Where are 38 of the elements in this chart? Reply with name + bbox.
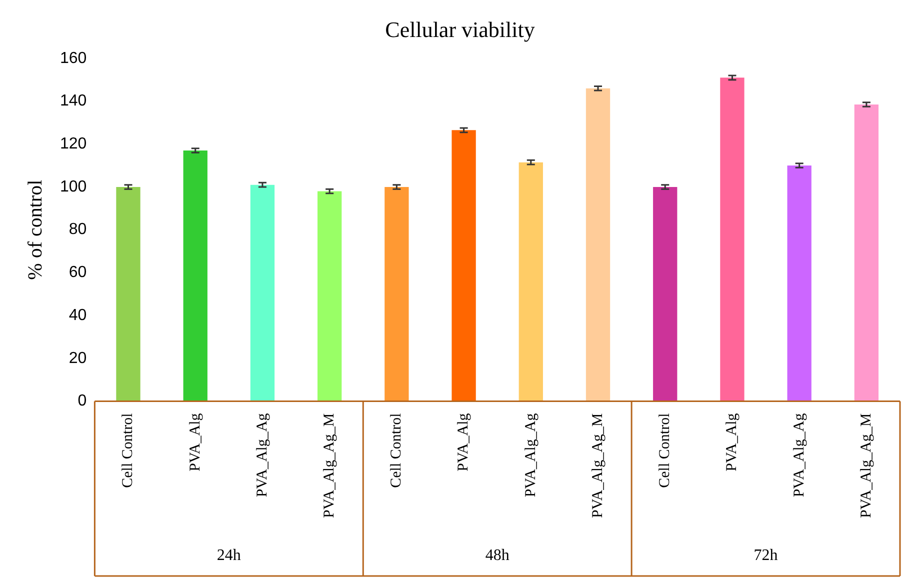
x-tick-label: PVA_Alg <box>724 412 740 472</box>
x-tick-label: Cell Control <box>388 413 405 488</box>
text: 48h <box>485 547 510 564</box>
x-tick-label: PVA_Alg_Ag_M <box>322 413 338 518</box>
bar <box>720 78 744 402</box>
y-tick-label: 140 <box>60 92 87 110</box>
text: 72h <box>754 547 778 564</box>
x-tick-label: PVA_Alg_Ag <box>522 412 539 498</box>
y-tick-label: 40 <box>68 306 87 324</box>
bar <box>183 150 208 402</box>
x-tick-label: PVA_Alg <box>187 412 204 472</box>
x-tick-label: PVA_Alg <box>456 412 472 472</box>
bar <box>653 186 678 402</box>
text: 24h <box>216 547 241 564</box>
x-tick-label: PVA_Alg_Ag_M <box>590 413 606 518</box>
bar <box>518 162 543 402</box>
y-tick-label: 160 <box>60 50 87 67</box>
y-tick-label: 60 <box>68 264 87 282</box>
y-tick-label: 0 <box>78 392 87 410</box>
y-axis-title: % of control <box>24 179 46 280</box>
bar <box>586 88 610 402</box>
bar <box>250 184 275 402</box>
x-tick-label: PVA_Alg_Ag_M <box>858 413 874 518</box>
x-tick-label: Cell Control <box>657 413 674 488</box>
bar <box>452 130 476 402</box>
chart-title: Cellular viability <box>385 16 535 42</box>
y-tick-label: 80 <box>68 221 87 238</box>
bar <box>787 166 812 402</box>
bar <box>854 104 879 402</box>
y-tick-label: 120 <box>60 136 87 153</box>
bar <box>317 191 342 402</box>
bar <box>116 186 140 402</box>
x-tick-label: PVA_Alg_Ag <box>791 412 808 498</box>
y-tick-label: 100 <box>60 178 87 196</box>
bar <box>384 186 409 402</box>
x-tick-label: Cell Control <box>120 413 136 488</box>
x-tick-label: PVA_Alg_Ag <box>254 412 270 498</box>
y-tick-label: 20 <box>68 350 87 367</box>
